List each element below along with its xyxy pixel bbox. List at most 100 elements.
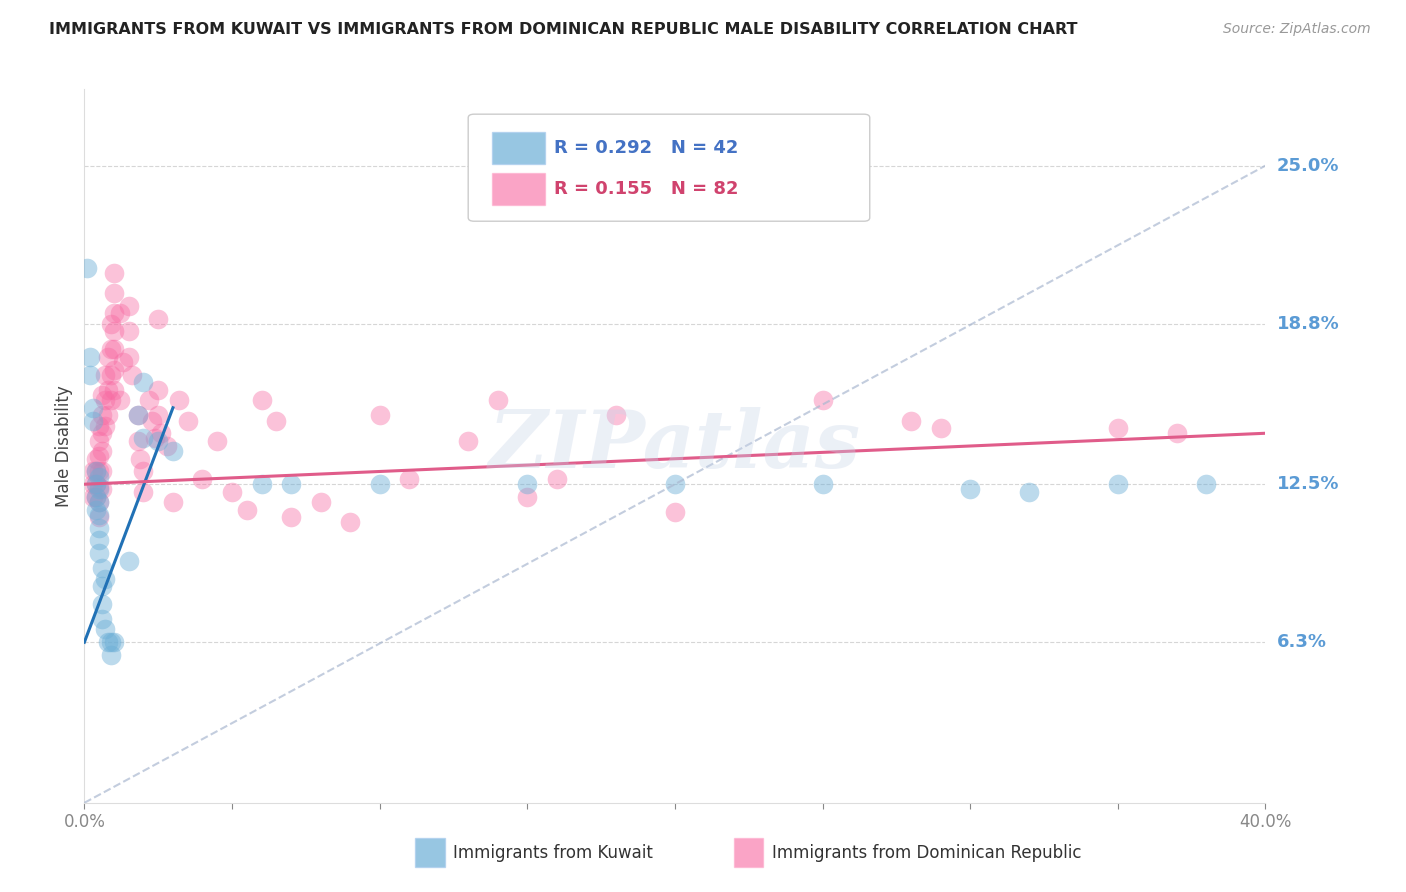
Point [79,368,101,382]
Point [108,393,131,408]
Point [91,579,114,593]
Point [97,350,120,364]
Text: Source: ZipAtlas.com: Source: ZipAtlas.com [1223,22,1371,37]
Point [118,299,141,313]
Point [664,505,686,519]
Point [162,495,184,509]
Point [94,623,117,637]
Point [103,306,125,320]
Point [546,472,568,486]
Point [127,409,149,423]
Point [103,362,125,376]
Point [91,426,114,441]
Point [368,409,391,423]
Point [94,572,117,586]
Point [103,635,125,649]
Point [148,383,170,397]
Point [100,648,122,662]
Point [91,465,114,479]
Point [84,465,107,479]
Point [132,431,155,445]
Point [82,413,104,427]
Point [91,483,114,497]
Point [87,434,111,448]
Point [91,388,114,402]
Point [118,554,141,568]
Point [264,413,288,427]
Point [129,451,152,466]
Point [167,393,190,408]
Point [100,368,122,382]
Point [280,477,302,491]
Point [87,510,111,524]
Point [97,635,120,649]
Point [94,418,117,433]
FancyBboxPatch shape [415,838,444,867]
Text: ZIPatlas: ZIPatlas [489,408,860,484]
Point [87,449,111,463]
Text: 25.0%: 25.0% [1277,157,1339,175]
Text: 12.5%: 12.5% [1277,475,1339,493]
Point [111,355,134,369]
Point [1166,426,1188,441]
Point [84,465,107,479]
Point [235,502,259,516]
Text: Immigrants from Kuwait: Immigrants from Kuwait [453,844,652,862]
Point [79,350,101,364]
Point [100,342,122,356]
Point [103,383,125,397]
Point [82,490,104,504]
Point [929,421,952,435]
Point [84,502,107,516]
FancyBboxPatch shape [734,838,763,867]
Point [148,434,170,448]
Point [91,409,114,423]
Text: IMMIGRANTS FROM KUWAIT VS IMMIGRANTS FROM DOMINICAN REPUBLIC MALE DISABILITY COR: IMMIGRANTS FROM KUWAIT VS IMMIGRANTS FRO… [49,22,1078,37]
Point [87,533,111,548]
Point [87,520,111,534]
Point [87,418,111,433]
Point [148,409,170,423]
Point [82,477,104,491]
Point [91,444,114,458]
Point [138,393,160,408]
Point [205,434,228,448]
Point [250,477,273,491]
Point [91,561,114,575]
Y-axis label: Male Disability: Male Disability [55,385,73,507]
Point [84,451,107,466]
Point [132,465,155,479]
Point [91,597,114,611]
Point [100,635,122,649]
Point [177,413,200,427]
Point [959,483,981,497]
Text: 6.3%: 6.3% [1277,633,1326,651]
Point [141,413,163,427]
Point [121,368,143,382]
Point [1195,477,1218,491]
Point [87,469,111,483]
Point [250,393,273,408]
Point [87,546,111,560]
Point [280,510,302,524]
Point [309,495,332,509]
Point [94,393,117,408]
Point [143,431,166,445]
Point [1018,484,1040,499]
Text: R = 0.155   N = 82: R = 0.155 N = 82 [554,180,740,198]
Point [811,393,834,408]
Point [103,286,125,301]
Point [100,317,122,331]
Point [91,612,114,626]
Point [103,324,125,338]
Point [1107,421,1129,435]
Point [132,376,155,390]
Point [84,477,107,491]
Point [132,484,155,499]
Point [87,483,111,497]
Point [486,393,509,408]
Point [103,266,125,280]
Point [94,368,117,382]
Point [156,439,179,453]
Point [150,426,173,441]
